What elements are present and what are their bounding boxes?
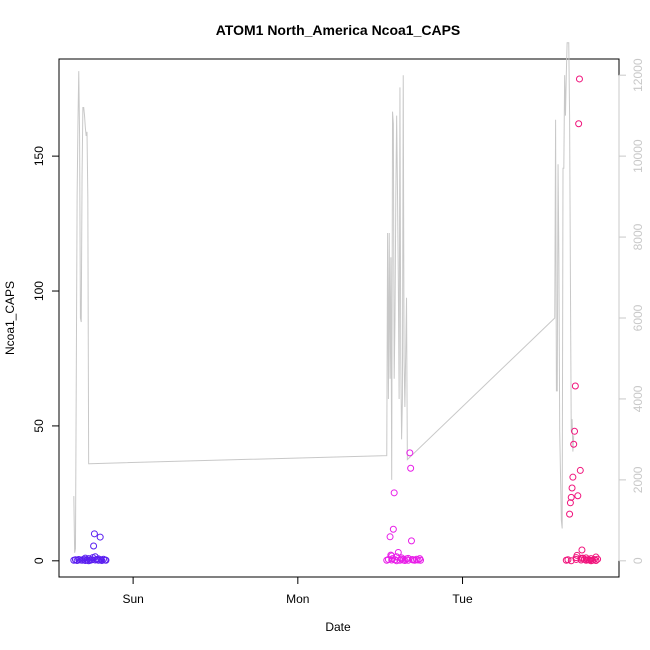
y-tick-label: 150	[32, 146, 46, 166]
y2-tick-label: 10000	[631, 139, 645, 173]
series-3-point	[594, 555, 602, 563]
x-axis: Sun Mon Tue	[122, 576, 473, 606]
x-tick-label: Sun	[122, 592, 143, 606]
series-line-secondary	[73, 42, 575, 553]
y-axis: 0 50 100 150	[32, 146, 60, 564]
series-2-point	[394, 548, 402, 556]
y2-tick-label: 0	[631, 557, 645, 564]
series-3-point	[575, 120, 583, 128]
series-2-point	[386, 533, 394, 541]
series-1-point	[90, 530, 98, 538]
series-2-point	[417, 556, 425, 564]
series-3-point	[567, 493, 575, 501]
series-3-point	[571, 382, 579, 390]
series-2-point	[389, 525, 397, 533]
series-3-point	[575, 75, 583, 83]
x-tick-label: Mon	[286, 592, 309, 606]
series-2-point	[404, 556, 412, 564]
y2-tick-label: 6000	[631, 304, 645, 331]
series-2-point	[414, 556, 422, 564]
y2-tick-label: 2000	[631, 466, 645, 493]
y2-tick-label: 12000	[631, 58, 645, 92]
series-2-point	[398, 554, 406, 562]
series-1-point	[102, 556, 110, 564]
series-2-point	[393, 557, 401, 565]
chart-title: ATOM1 North_America Ncoa1_CAPS	[216, 22, 461, 38]
series-3-point	[566, 510, 574, 518]
series-3-point	[567, 557, 575, 565]
series-3-point	[566, 499, 574, 507]
series-3-point	[576, 466, 584, 474]
series-3-point	[592, 557, 600, 565]
series-3-point	[568, 484, 576, 492]
series-3-point	[564, 556, 572, 564]
series-1-point	[98, 557, 106, 565]
series-1-point	[85, 555, 93, 563]
series-2-point	[407, 537, 415, 545]
y-axis-label: Ncoa1_CAPS	[3, 281, 17, 355]
y-tick-label: 50	[32, 419, 46, 433]
series-3-point	[572, 554, 580, 562]
series-2-point	[404, 554, 412, 562]
series-3-point	[571, 427, 579, 435]
series-3-point	[587, 557, 595, 565]
series-3-point	[574, 492, 582, 500]
series-2-point	[407, 464, 415, 472]
y-tick-label: 100	[32, 281, 46, 301]
series-2-point	[406, 449, 414, 457]
series-3-point	[577, 554, 585, 562]
series-3-point	[572, 555, 580, 563]
series-2-point	[390, 489, 398, 497]
y2-tick-label: 8000	[631, 223, 645, 250]
y2-tick-label: 4000	[631, 385, 645, 412]
secondary-series-layer	[73, 42, 575, 553]
series-2-point	[388, 556, 396, 564]
series-2-point	[388, 552, 396, 560]
series-1-point	[73, 557, 81, 565]
series-3-point	[592, 553, 600, 561]
x-axis-label: Date	[325, 620, 351, 634]
series-3-point	[582, 554, 590, 562]
series-3-point	[570, 440, 578, 448]
series-1-point	[95, 555, 103, 563]
series-3-point	[578, 546, 586, 554]
series-1-point	[85, 557, 93, 565]
series-1-point	[90, 542, 98, 550]
plot-area	[58, 58, 620, 578]
series-3-point	[580, 555, 588, 563]
y-tick-label: 0	[32, 557, 46, 564]
points-layer	[70, 75, 602, 565]
series-3-point	[569, 473, 577, 481]
y2-axis: 0 2000 4000 6000 8000 10000 12000	[618, 58, 645, 564]
series-1-point	[80, 555, 88, 563]
series-1-point	[96, 533, 104, 541]
x-tick-label: Tue	[452, 592, 473, 606]
